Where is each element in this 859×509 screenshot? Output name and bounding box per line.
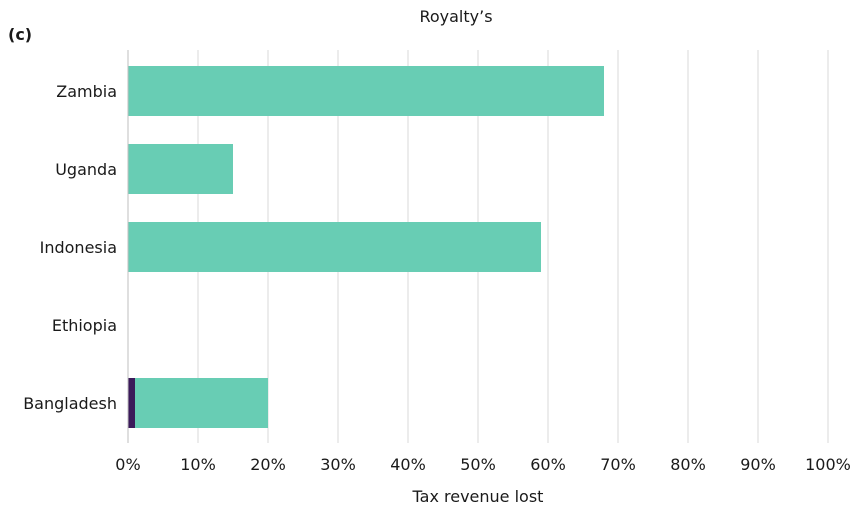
x-axis-title: Tax revenue lost — [412, 487, 544, 506]
bar-uganda-series-2 — [128, 144, 233, 194]
x-tick-label: 60% — [530, 455, 566, 474]
category-label-zambia: Zambia — [56, 82, 117, 101]
x-tick-label: 90% — [740, 455, 776, 474]
x-tick-label: 70% — [600, 455, 636, 474]
x-tick-label: 0% — [115, 455, 140, 474]
bar-indonesia-series-2 — [128, 222, 541, 272]
category-label-ethiopia: Ethiopia — [52, 316, 117, 335]
bars — [128, 66, 604, 428]
bar-bangladesh-series-2 — [135, 378, 268, 428]
panel-label: (c) — [8, 25, 32, 44]
x-tick-label: 50% — [460, 455, 496, 474]
bar-bangladesh-series-1 — [128, 378, 135, 428]
category-label-bangladesh: Bangladesh — [23, 394, 117, 413]
x-tick-label: 40% — [390, 455, 426, 474]
x-tick-label: 80% — [670, 455, 706, 474]
x-tick-labels: 0% 10% 20% 30% 40% 50% 60% 70% 80% 90% 100% — [115, 455, 851, 474]
category-label-indonesia: Indonesia — [40, 238, 117, 257]
x-tick-label: 10% — [180, 455, 216, 474]
x-tick-label: 30% — [320, 455, 356, 474]
bar-zambia-series-2 — [128, 66, 604, 116]
chart-title: Royalty’s — [419, 7, 492, 26]
x-tick-label: 100% — [805, 455, 851, 474]
category-labels: Zambia Uganda Indonesia Ethiopia Bangladesh — [23, 82, 117, 413]
category-label-uganda: Uganda — [55, 160, 117, 179]
x-tick-label: 20% — [250, 455, 286, 474]
